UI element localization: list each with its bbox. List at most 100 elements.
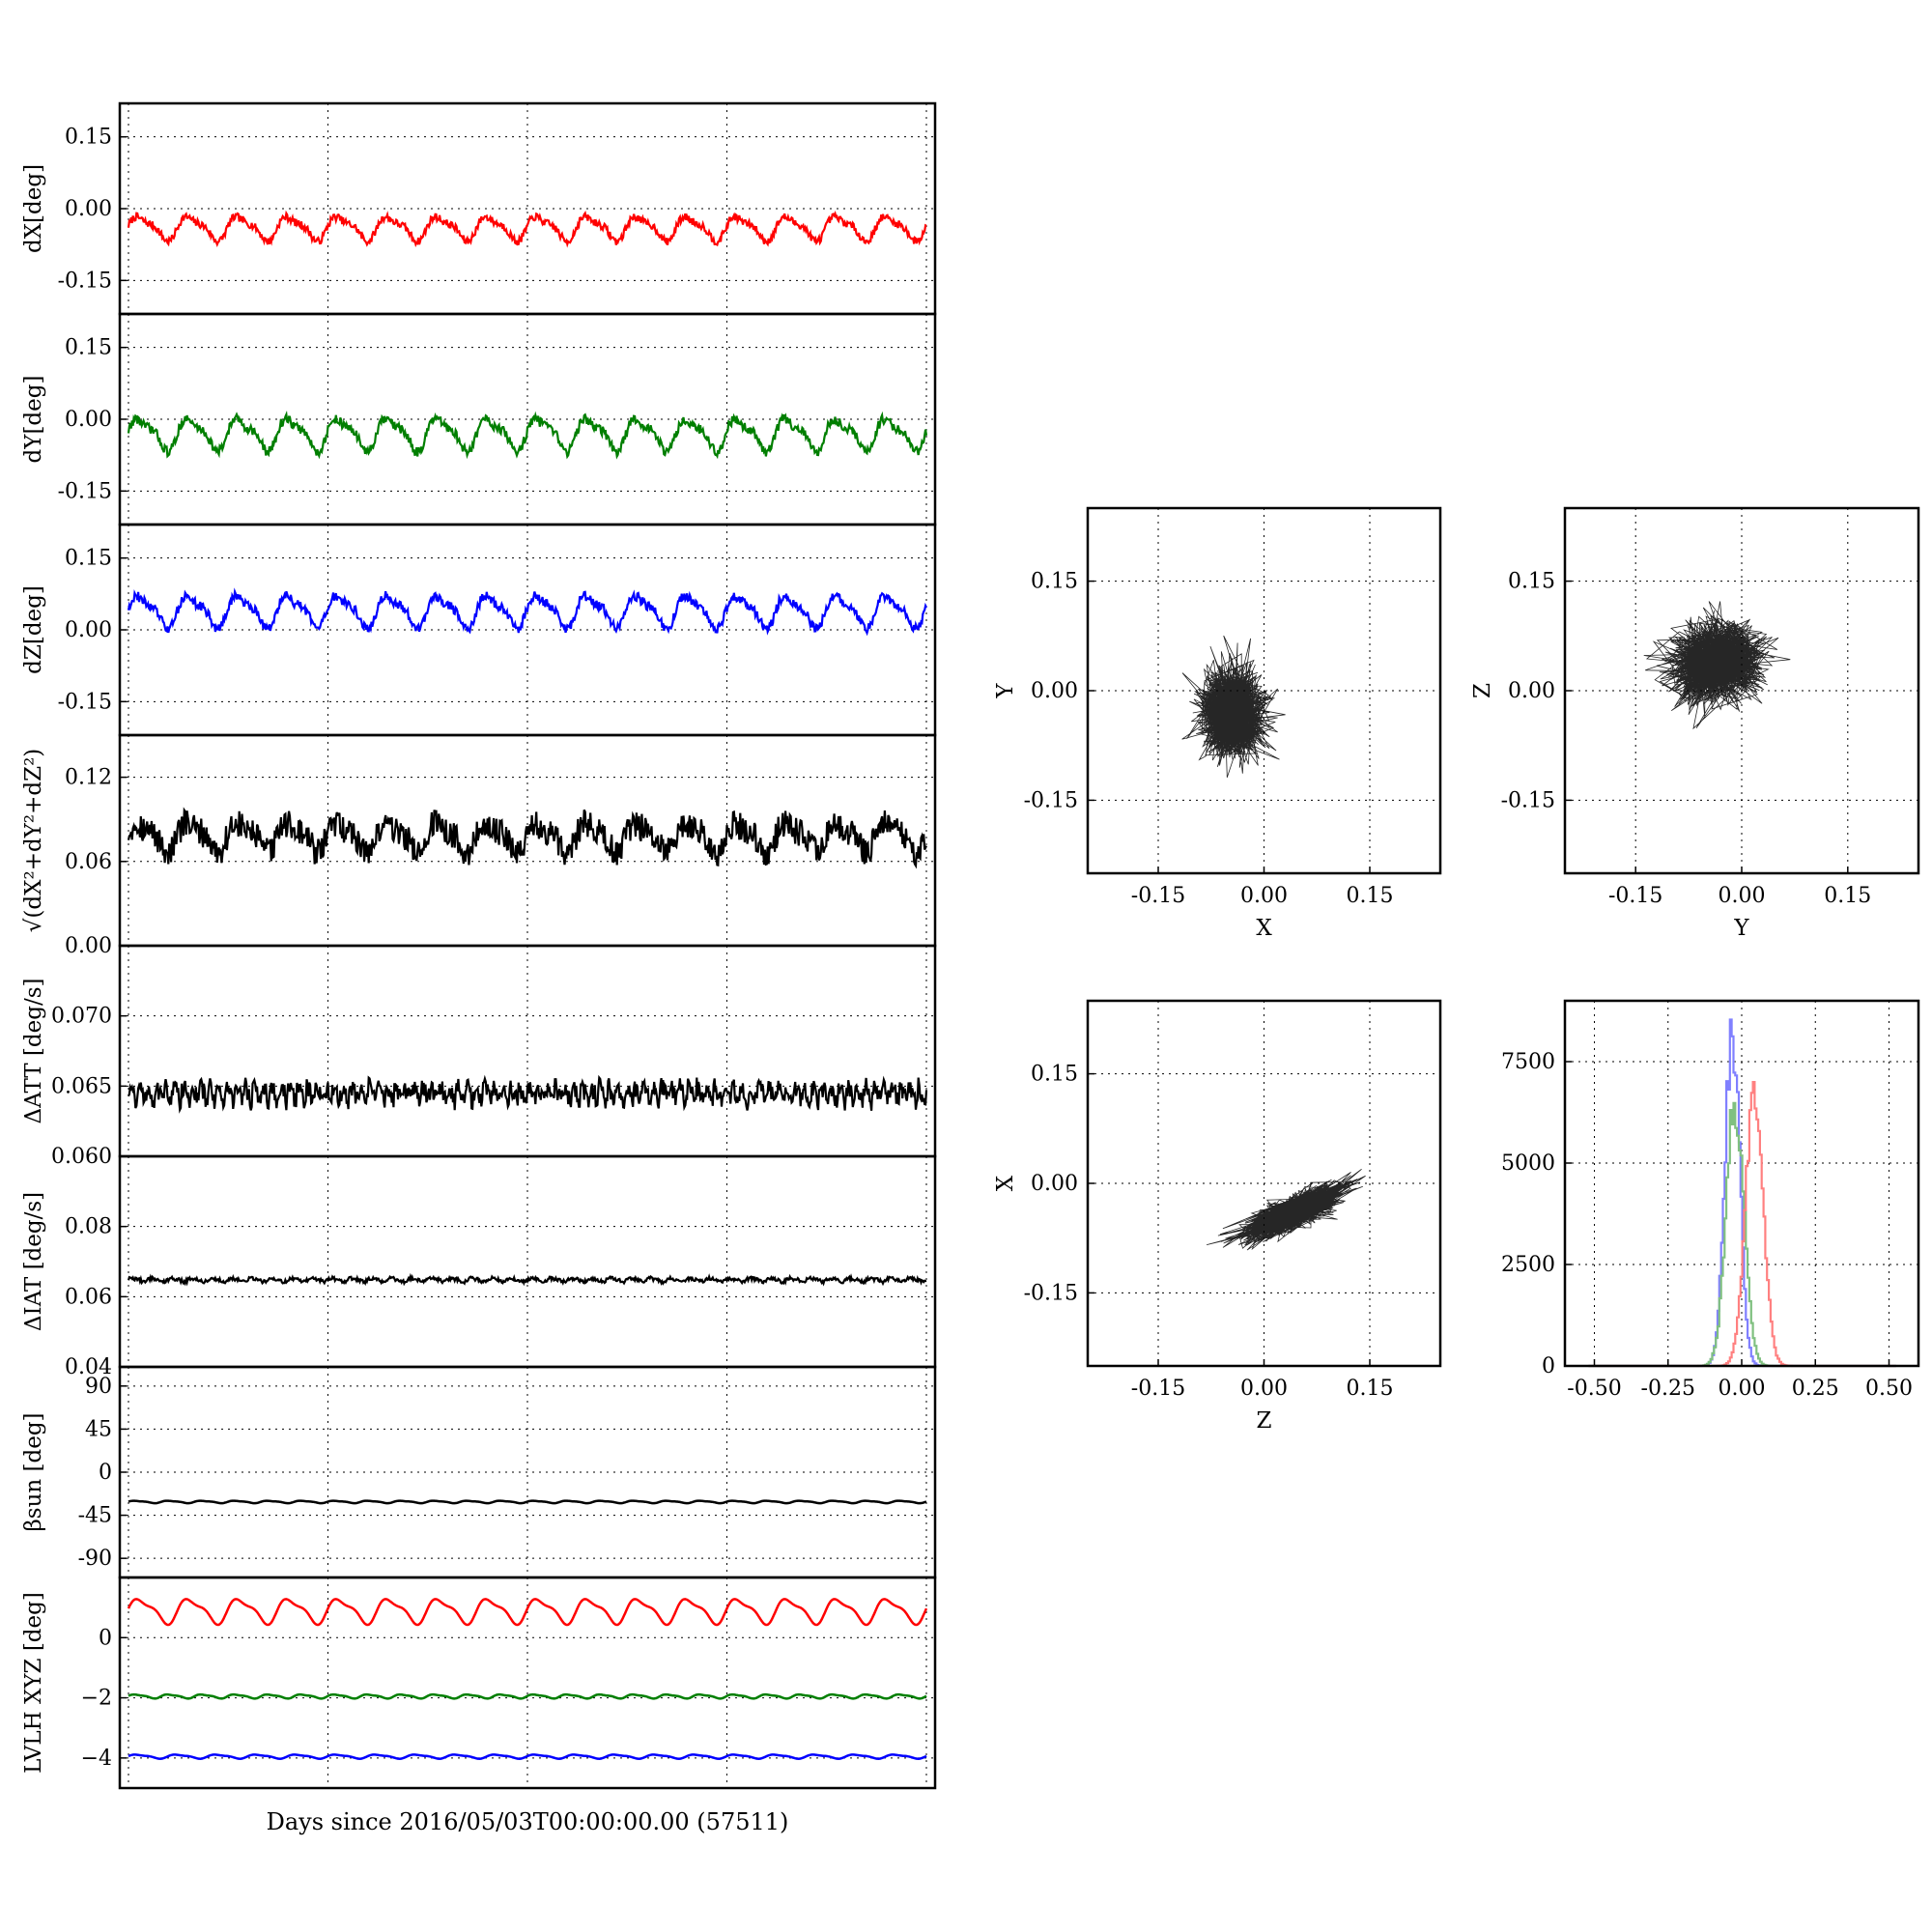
ts-dx-series-1 — [127, 210, 927, 248]
sc-yz-ylabel: Z — [1470, 683, 1495, 698]
hist-xyz-xtick-label: 0.00 — [1719, 1377, 1766, 1401]
ts-dr-ytick-label: 0.06 — [65, 850, 112, 874]
sc-xy-ytick-label: 0.15 — [1031, 570, 1078, 594]
panel-ts-dr: 0.12 0.06 0.00 √(dX²+dY²+dZ²) — [21, 733, 937, 958]
hist-xyz-ytick-label: 2500 — [1501, 1253, 1555, 1277]
sc-yz-trace — [1643, 601, 1791, 730]
ts-datt-ytick-label: 0.060 — [51, 1145, 112, 1169]
ts-beta-ytick-label: 45 — [85, 1417, 112, 1441]
ts-beta-ytick-label: -90 — [78, 1547, 112, 1571]
ts-beta-ytick-label: -45 — [78, 1504, 112, 1528]
sc-zx-xtick-label: -0.15 — [1131, 1377, 1185, 1401]
hist-xyz-ytick-label: 7500 — [1501, 1050, 1555, 1074]
ts-dy-series-1 — [127, 410, 928, 460]
ts-dz-series-1 — [127, 587, 927, 637]
ts-datt-ylabel: ΔATT [deg/s] — [21, 979, 46, 1124]
ts-lvlh-ytick-label: −2 — [81, 1687, 112, 1711]
sc-xy-xtick-label: -0.15 — [1131, 884, 1185, 908]
ts-datt-ytick-label: 0.065 — [51, 1074, 112, 1098]
panel-hist-xyz: -0.50 -0.25 0.00 0.25 0.50 7500 5000 2500 0 — [1501, 999, 1920, 1401]
sc-xy-xlabel: X — [1256, 916, 1272, 941]
ts-diat-series-1 — [127, 1272, 927, 1287]
ts-diat-frame — [118, 1154, 937, 1369]
ts-dy-ytick-label: -0.15 — [58, 479, 112, 503]
ts-dy-ytick-label: 0.15 — [65, 336, 112, 360]
ts-dx-ytick-label: 0.00 — [65, 197, 112, 221]
panel-ts-dy: 0.15 0.00 -0.15 dY[deg] — [21, 312, 937, 526]
ts-lvlh-frame — [118, 1576, 937, 1790]
sc-yz-frame — [1563, 506, 1920, 875]
ts-beta-ytick-label: 90 — [85, 1375, 112, 1399]
ts-datt-ytick-label: 0.070 — [51, 1005, 112, 1029]
ts-lvlh-series-1 — [127, 1598, 928, 1627]
ts-dx-ytick-label: -0.15 — [58, 269, 112, 293]
panel-ts-diat: 0.08 0.06 0.04 ΔIAT [deg/s] — [21, 1154, 937, 1379]
ts-lvlh-series-2 — [128, 1692, 927, 1700]
bottom-x-axis-label: Days since 2016/05/03T00:00:00.00 (57511… — [267, 1808, 789, 1835]
hist-xyz-series-1 — [1588, 1018, 1896, 1368]
sc-xy-ytick-label: -0.15 — [1024, 788, 1078, 812]
sc-xy-ytick-label: 0.00 — [1031, 679, 1078, 703]
ts-dr-ytick-label: 0.00 — [65, 934, 112, 958]
ts-datt-frame — [118, 944, 937, 1158]
sc-zx-trace — [1206, 1168, 1366, 1251]
ts-dr-ytick-label: 0.12 — [65, 766, 112, 790]
sc-zx-ylabel: X — [993, 1175, 1018, 1191]
panel-ts-dz: 0.15 0.00 -0.15 dZ[deg] — [21, 523, 937, 737]
ts-dz-ytick-label: 0.15 — [65, 547, 112, 571]
ts-lvlh-ylabel: LVLH XYZ [deg] — [21, 1592, 46, 1774]
ts-dz-ytick-label: -0.15 — [58, 690, 112, 714]
sc-yz-xtick-label: 0.00 — [1719, 884, 1766, 908]
panel-ts-beta: 90 45 0 -45 -90 βsun [deg] — [21, 1365, 937, 1579]
hist-xyz-frame — [1563, 999, 1920, 1368]
hist-xyz-ytick-label: 0 — [1542, 1354, 1555, 1378]
ts-diat-ytick-label: 0.04 — [65, 1355, 112, 1379]
panel-sc-zx: -0.15 0.00 0.15 0.15 0.00 -0.15 Z X — [993, 999, 1442, 1434]
sc-zx-ytick-label: 0.00 — [1031, 1172, 1078, 1196]
sc-yz-ytick-label: -0.15 — [1501, 788, 1555, 812]
sc-zx-xtick-label: 0.00 — [1240, 1377, 1288, 1401]
sc-xy-xtick-label: 0.15 — [1347, 884, 1394, 908]
ts-dr-series-1 — [127, 807, 927, 869]
ts-beta-ylabel: βsun [deg] — [21, 1412, 46, 1531]
sc-zx-ytick-label: 0.15 — [1031, 1063, 1078, 1087]
ts-beta-series-1 — [128, 1499, 927, 1505]
ts-diat-ylabel: ΔIAT [deg/s] — [21, 1192, 46, 1331]
panel-sc-yz: -0.15 0.00 0.15 0.15 0.00 -0.15 Y Z — [1470, 506, 1920, 941]
ts-dz-ylabel: dZ[deg] — [21, 585, 46, 674]
ts-dy-ylabel: dY[deg] — [21, 376, 46, 464]
hist-xyz-ytick-label: 5000 — [1501, 1151, 1555, 1176]
sc-zx-xlabel: Z — [1257, 1408, 1272, 1434]
ts-diat-ytick-label: 0.08 — [65, 1215, 112, 1239]
ts-dz-ytick-label: 0.00 — [65, 618, 112, 642]
sc-yz-xlabel: Y — [1733, 916, 1749, 941]
ts-datt-series-1 — [127, 1074, 928, 1114]
ts-lvlh-ytick-label: 0 — [99, 1626, 112, 1650]
hist-xyz-xtick-label: -0.25 — [1641, 1377, 1695, 1401]
panel-sc-xy: -0.15 0.00 0.15 0.15 0.00 -0.15 X Y — [993, 506, 1442, 941]
sc-xy-frame — [1086, 506, 1442, 875]
ts-dx-ylabel: dX[deg] — [21, 164, 46, 253]
panel-ts-dx: 0.15 0.00 -0.15 dX[deg] — [21, 101, 937, 316]
ts-dr-frame — [118, 733, 937, 948]
ts-beta-ytick-label: 0 — [99, 1461, 112, 1485]
sc-yz-xtick-label: -0.15 — [1608, 884, 1662, 908]
sc-zx-frame — [1086, 999, 1442, 1368]
ts-dy-ytick-label: 0.00 — [65, 408, 112, 432]
sc-yz-xtick-label: 0.15 — [1824, 884, 1871, 908]
panel-ts-lvlh: 0 −2 −4 LVLH XYZ [deg] — [21, 1576, 937, 1790]
ts-lvlh-ytick-label: −4 — [81, 1747, 112, 1771]
ts-diat-ytick-label: 0.06 — [65, 1285, 112, 1309]
sc-yz-ytick-label: 0.00 — [1508, 679, 1555, 703]
sc-zx-xtick-label: 0.15 — [1347, 1377, 1394, 1401]
hist-xyz-xtick-label: -0.50 — [1567, 1377, 1621, 1401]
sc-xy-ylabel: Y — [993, 683, 1018, 699]
ts-lvlh-series-3 — [128, 1753, 927, 1760]
sc-yz-ytick-label: 0.15 — [1508, 570, 1555, 594]
sc-zx-ytick-label: -0.15 — [1024, 1281, 1078, 1305]
sc-xy-trace — [1181, 635, 1286, 779]
ts-dr-ylabel: √(dX²+dY²+dZ²) — [21, 749, 46, 933]
sc-xy-xtick-label: 0.00 — [1240, 884, 1288, 908]
